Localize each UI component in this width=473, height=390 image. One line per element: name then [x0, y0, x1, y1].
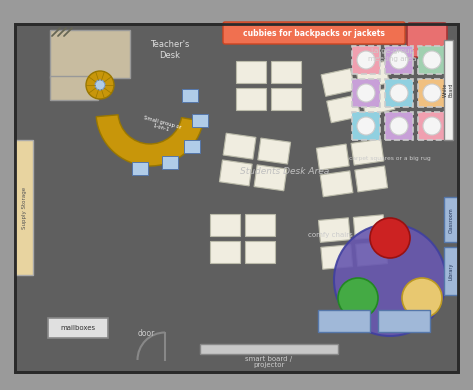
- Bar: [162, 156, 178, 169]
- Bar: [352, 46, 380, 74]
- Circle shape: [423, 51, 441, 69]
- Bar: [320, 171, 353, 197]
- Bar: [245, 241, 274, 262]
- Bar: [182, 89, 198, 102]
- Bar: [245, 213, 274, 236]
- Text: mailboxes: mailboxes: [61, 325, 96, 331]
- Bar: [352, 112, 380, 140]
- Text: Large-group
meeting area: Large-group meeting area: [368, 48, 416, 62]
- Bar: [15, 140, 33, 275]
- Bar: [444, 40, 453, 140]
- Bar: [444, 197, 458, 242]
- Bar: [200, 344, 338, 354]
- FancyBboxPatch shape: [407, 23, 447, 57]
- Text: door: door: [138, 330, 155, 339]
- Bar: [50, 30, 130, 78]
- Bar: [236, 60, 265, 83]
- Circle shape: [390, 117, 408, 135]
- Bar: [355, 166, 387, 192]
- Circle shape: [390, 51, 408, 69]
- Text: White
Board: White Board: [443, 83, 454, 97]
- Bar: [385, 46, 413, 74]
- Bar: [258, 138, 290, 164]
- Bar: [223, 133, 256, 159]
- Bar: [353, 215, 385, 239]
- FancyBboxPatch shape: [223, 22, 405, 44]
- Bar: [385, 112, 413, 140]
- Text: smart board /
projector: smart board / projector: [245, 356, 293, 369]
- Circle shape: [402, 278, 442, 318]
- Bar: [378, 310, 430, 332]
- Circle shape: [423, 84, 441, 102]
- Bar: [15, 24, 458, 372]
- Bar: [219, 160, 252, 186]
- Bar: [444, 247, 458, 295]
- Bar: [321, 69, 355, 96]
- Text: Teacher's
Desk: Teacher's Desk: [150, 40, 190, 60]
- Bar: [327, 95, 360, 123]
- Bar: [385, 79, 413, 107]
- Bar: [271, 87, 300, 110]
- Circle shape: [86, 71, 114, 99]
- Text: comfy chairs: comfy chairs: [307, 232, 352, 238]
- Bar: [236, 87, 265, 110]
- Circle shape: [357, 84, 375, 102]
- Circle shape: [390, 84, 408, 102]
- Bar: [132, 162, 148, 175]
- Bar: [418, 112, 446, 140]
- Bar: [318, 218, 350, 242]
- Text: Students Desk Area: Students Desk Area: [240, 167, 330, 177]
- Bar: [318, 310, 370, 332]
- Circle shape: [357, 51, 375, 69]
- Text: Library: Library: [448, 262, 454, 280]
- Bar: [184, 140, 200, 153]
- Bar: [48, 318, 108, 338]
- Circle shape: [370, 218, 410, 258]
- Bar: [15, 24, 458, 372]
- Text: cubbies for backpacks or jackets: cubbies for backpacks or jackets: [243, 28, 385, 37]
- Circle shape: [338, 278, 378, 318]
- Bar: [50, 76, 98, 100]
- Bar: [418, 46, 446, 74]
- Bar: [316, 144, 349, 170]
- Bar: [192, 114, 208, 127]
- Bar: [355, 61, 389, 89]
- Circle shape: [334, 224, 446, 336]
- Bar: [352, 79, 380, 107]
- Bar: [254, 165, 287, 191]
- Bar: [361, 88, 395, 115]
- Circle shape: [357, 117, 375, 135]
- Circle shape: [423, 117, 441, 135]
- Bar: [418, 79, 446, 107]
- Bar: [210, 213, 239, 236]
- Bar: [351, 139, 384, 165]
- Circle shape: [95, 80, 105, 90]
- Bar: [210, 241, 239, 262]
- Bar: [321, 245, 353, 269]
- Text: Small group or
1-on-1: Small group or 1-on-1: [142, 115, 182, 135]
- Bar: [271, 60, 300, 83]
- Text: Supply Storage: Supply Storage: [21, 187, 26, 229]
- Wedge shape: [96, 115, 203, 166]
- Text: Classroom: Classroom: [448, 207, 454, 233]
- Bar: [356, 242, 387, 266]
- Text: carpet squares or a big rug: carpet squares or a big rug: [349, 156, 431, 161]
